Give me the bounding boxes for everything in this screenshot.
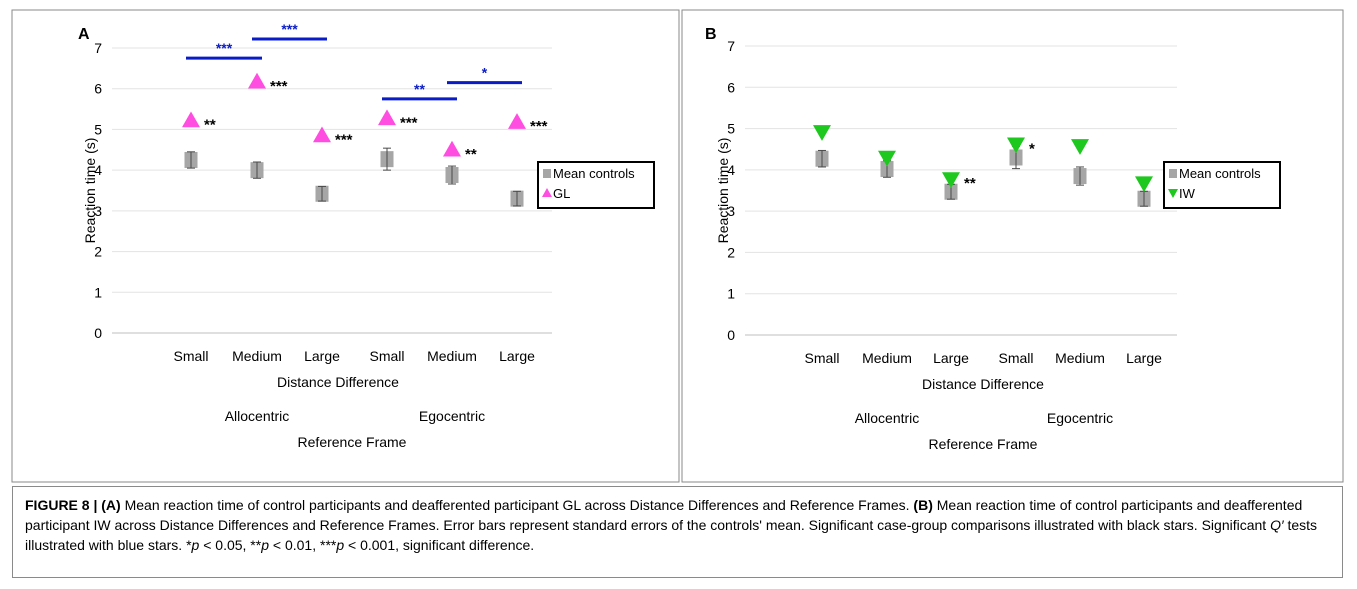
panel-a-x-tick-label: Large [304, 348, 340, 364]
panel-a-significance-stars: ** [465, 146, 477, 163]
panel-b-x-tick-label: Small [804, 350, 839, 366]
panel-b-legend-patient-swatch [1168, 189, 1178, 198]
panel-a-patient-marker [248, 72, 266, 89]
panel-b-x-tick-label: Small [998, 350, 1033, 366]
panel-a-legend-control-swatch [543, 169, 551, 178]
panel-b-significance-stars: * [1029, 140, 1035, 157]
panel-b-patient-marker [813, 125, 831, 141]
panel-a-y-tick-label: 3 [94, 203, 102, 219]
caption-text-1: Mean reaction time of control participan… [120, 497, 914, 513]
panel-a-y-tick-label: 5 [94, 121, 102, 137]
panel-a-significance-stars: *** [270, 78, 288, 95]
figure-caption: FIGURE 8 | (A) Mean reaction time of con… [12, 486, 1343, 578]
panel-b-x-tick-label: Large [1126, 350, 1162, 366]
panel-a-x-tick-label: Medium [427, 348, 477, 364]
panel-b-legend-box [1163, 161, 1281, 209]
panel-a-y-tick-label: 7 [94, 40, 102, 56]
panel-a-comparison-stars: *** [281, 21, 298, 37]
panel-a-y-tick-label: 4 [94, 162, 102, 178]
panel-b-y-tick-label: 3 [727, 203, 735, 219]
panel-a-y-tick-label: 1 [94, 284, 102, 300]
panel-b-x-axis-label: Distance Difference [922, 376, 1044, 392]
panel-b-patient-marker [942, 172, 960, 188]
panel-a-x-tick-label: Small [369, 348, 404, 364]
panel-a-x-axis-label: Distance Difference [277, 374, 399, 390]
panel-b-y-tick-label: 2 [727, 244, 735, 260]
caption-text-4: < 0.05, ** [199, 537, 262, 553]
panel-a-y-tick-label: 0 [94, 325, 102, 341]
panel-b-y-tick-label: 4 [727, 162, 735, 178]
panel-b-y-tick-label: 1 [727, 286, 735, 302]
panel-a-patient-marker [443, 140, 461, 157]
panel-b-patient-marker [1071, 139, 1089, 155]
panel-b-y-axis-label: Reaction time (s) [715, 138, 731, 244]
panel-a-y-axis-label: Reaction time (s) [82, 138, 98, 244]
panel-a-y-tick-label: 2 [94, 244, 102, 260]
panel-a-legend-patient-label: GL [553, 186, 570, 201]
panel-a-x-tick-label: Small [173, 348, 208, 364]
panel-b-panel-label: B [705, 26, 717, 43]
caption-panel-b: (B) [913, 497, 933, 513]
panel-b-x-tick-label: Medium [1055, 350, 1105, 366]
panel-a-comparison-stars: ** [414, 81, 425, 97]
panel-a-border [11, 9, 680, 483]
panel-b-patient-marker [1007, 137, 1025, 154]
panel-b-y-tick-label: 6 [727, 79, 735, 95]
panel-a-patient-marker [182, 111, 200, 128]
caption-text-5: < 0.01, *** [269, 537, 337, 553]
panel-b-legend-control-label: Mean controls [1179, 166, 1261, 181]
panel-a-patient-marker [313, 126, 331, 143]
caption-p-1: p [191, 537, 200, 553]
caption-panel-a: (A) [101, 497, 121, 513]
panel-b-group-label: Allocentric [855, 410, 920, 426]
panel-a-patient-marker [378, 109, 396, 126]
panel-a-significance-stars: ** [204, 116, 216, 133]
panel-a-legend-box [537, 161, 655, 209]
panel-b-group-axis-label: Reference Frame [929, 436, 1038, 452]
panel-a-panel-label: A [78, 26, 90, 43]
panel-b-legend-patient-label: IW [1179, 186, 1196, 201]
panel-a-legend-patient-swatch [542, 188, 552, 197]
panel-a-x-tick-label: Medium [232, 348, 282, 364]
panel-b-group-label: Egocentric [1047, 410, 1113, 426]
caption-text-3: tests illustrated with blue stars. * [25, 517, 1318, 553]
caption-text-6: < 0.001, significant difference. [344, 537, 535, 553]
panel-a-comparison-stars: *** [216, 40, 233, 56]
caption-q-prime: Q′ [1270, 517, 1284, 533]
panel-a-comparison-stars: * [482, 65, 488, 81]
panel-a-significance-stars: *** [400, 114, 418, 131]
panel-b-legend-control-swatch [1169, 169, 1177, 178]
caption-figure-number: FIGURE 8 | [25, 497, 102, 513]
panel-a-significance-stars: *** [530, 118, 548, 135]
panel-a-group-axis-label: Reference Frame [298, 434, 407, 450]
panel-a-group-label: Egocentric [419, 408, 485, 424]
panel-a-patient-marker [508, 113, 526, 129]
panel-a-x-tick-label: Large [499, 348, 535, 364]
panel-a-significance-stars: *** [335, 132, 353, 149]
panel-b-y-tick-label: 0 [727, 327, 735, 343]
panel-b-significance-stars: ** [964, 175, 976, 192]
panel-a-legend-control-label: Mean controls [553, 166, 635, 181]
panel-b-x-tick-label: Large [933, 350, 969, 366]
caption-p-2: p [261, 537, 270, 553]
panel-a-y-tick-label: 6 [94, 81, 102, 97]
caption-p-3: p [336, 537, 345, 553]
panel-b-x-tick-label: Medium [862, 350, 912, 366]
panel-a-group-label: Allocentric [225, 408, 290, 424]
panel-b-border [681, 9, 1344, 483]
panel-b-y-tick-label: 5 [727, 121, 735, 137]
panel-b-y-tick-label: 7 [727, 38, 735, 54]
caption-text-2: Mean reaction time of control participan… [25, 497, 1303, 533]
panel-b-patient-marker [1135, 176, 1153, 193]
panel-b-patient-marker [878, 150, 896, 167]
